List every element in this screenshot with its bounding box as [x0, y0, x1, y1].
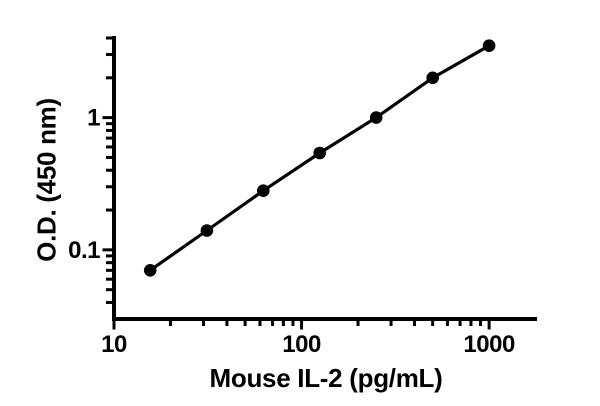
x-axis-title: Mouse IL-2 (pg/mL)	[209, 363, 443, 393]
x-tick-label: 1000	[463, 331, 515, 358]
data-point	[313, 146, 327, 160]
y-axis-title: O.D. (450 nm)	[31, 98, 62, 262]
data-point	[482, 39, 496, 52]
x-tick-label: 100	[282, 331, 321, 358]
data-point	[143, 264, 157, 277]
data-point	[369, 111, 383, 124]
data-point	[426, 71, 440, 85]
y-tick-label: 1	[87, 105, 100, 132]
x-tick-label: 10	[101, 331, 127, 358]
y-tick-label: 0.1	[68, 237, 100, 264]
data-point	[257, 184, 270, 197]
data-point	[200, 224, 214, 237]
